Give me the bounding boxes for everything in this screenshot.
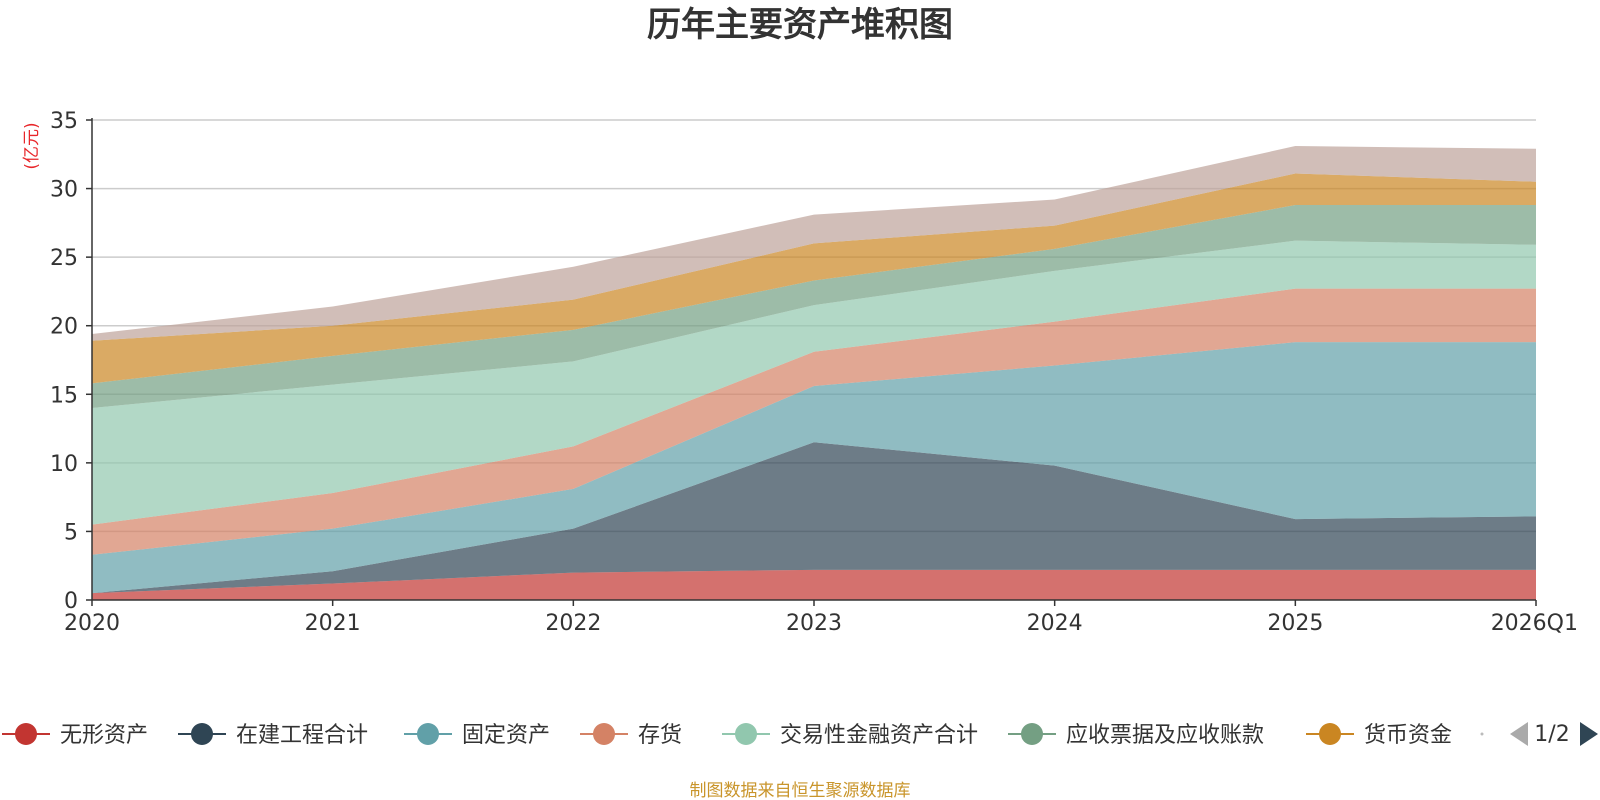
legend-label: 货币资金 [1364, 723, 1452, 748]
legend-page-indicator: 1/2 [1534, 722, 1569, 747]
legend-marker-icon [417, 723, 439, 745]
legend-item-无形资产[interactable]: 无形资产 [2, 723, 148, 748]
legend-item-应收票据及应收账款[interactable]: 应收票据及应收账款 [1008, 723, 1264, 748]
x-tick-label: 2026Q1 [1491, 611, 1578, 636]
area-series-固定资产 [92, 342, 1536, 594]
legend-item-存货[interactable]: 存货 [580, 723, 682, 748]
area-series-group [92, 146, 1536, 600]
legend-marker-icon [593, 723, 615, 745]
area-series-交易性金融资产合计 [92, 240, 1536, 525]
legend-item-固定资产[interactable]: 固定资产 [404, 723, 550, 748]
x-tick-label: 2023 [786, 611, 842, 636]
legend-label: 在建工程合计 [236, 723, 368, 748]
y-tick-label: 25 [50, 246, 78, 271]
legend-separator-dot [1480, 732, 1484, 736]
legend-label: 交易性金融资产合计 [780, 723, 978, 748]
chart-title: 历年主要资产堆积图 [647, 5, 953, 45]
area-series-无形资产 [92, 569, 1536, 600]
x-tick-label: 2020 [64, 611, 120, 636]
area-series-其他 [92, 146, 1536, 341]
area-series-存货 [92, 288, 1536, 555]
legend-marker-icon [191, 723, 213, 745]
y-tick-label: 35 [50, 109, 78, 134]
legend-item-货币资金[interactable]: 货币资金 [1306, 723, 1452, 748]
y-tick-label: 0 [64, 589, 78, 614]
legend-item-在建工程合计[interactable]: 在建工程合计 [178, 723, 368, 748]
legend: 无形资产 在建工程合计 固定资产 存货 交易性金融资产合计 应收票据及应收账款 货币资金 [2, 723, 1484, 748]
x-tick-label: 2024 [1027, 611, 1083, 636]
y-axis-unit-label: (亿元) [22, 122, 42, 169]
area-series-货币资金 [92, 173, 1536, 384]
legend-label: 固定资产 [462, 723, 550, 748]
area-series-应收票据及应收账款 [92, 205, 1536, 408]
y-tick-label: 15 [50, 383, 78, 408]
y-tick-label: 30 [50, 178, 78, 203]
data-source-note: 制图数据来自恒生聚源数据库 [690, 781, 911, 800]
legend-marker-icon [1319, 723, 1341, 745]
y-tick-label: 10 [50, 452, 78, 477]
legend-item-交易性金融资产合计[interactable]: 交易性金融资产合计 [722, 723, 978, 748]
x-tick-label: 2022 [545, 611, 601, 636]
legend-prev-page-icon[interactable] [1510, 722, 1528, 746]
y-tick-label: 20 [50, 315, 78, 340]
x-tick-label: 2025 [1267, 611, 1323, 636]
area-series-在建工程合计 [92, 442, 1536, 594]
legend-marker-icon [1021, 723, 1043, 745]
legend-label: 无形资产 [60, 723, 148, 748]
legend-marker-icon [735, 723, 757, 745]
legend-label: 存货 [638, 723, 682, 748]
x-tick-label: 2021 [305, 611, 361, 636]
legend-next-page-icon[interactable] [1580, 722, 1598, 746]
legend-marker-icon [15, 723, 37, 745]
legend-label: 应收票据及应收账款 [1066, 723, 1264, 748]
legend-pager: 1/2 [1510, 722, 1598, 747]
y-tick-label: 5 [64, 520, 78, 545]
